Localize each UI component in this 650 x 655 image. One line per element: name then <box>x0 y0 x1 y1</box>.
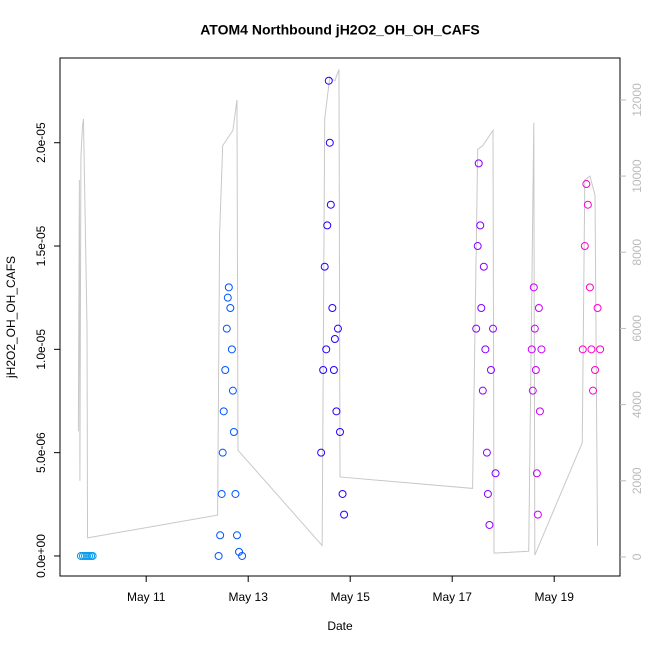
data-point <box>319 365 328 374</box>
data-point <box>483 489 492 498</box>
data-point <box>219 407 228 416</box>
data-point <box>78 551 87 560</box>
data-point <box>486 365 495 374</box>
data-point <box>329 365 338 374</box>
data-point <box>223 293 232 302</box>
y2-tick-label: 10000 <box>630 159 644 193</box>
chart-title: ATOM4 Northbound jH2O2_OH_OH_CAFS <box>200 22 480 38</box>
data-point <box>537 345 546 354</box>
x-tick-label: May 13 <box>229 590 269 604</box>
data-point <box>217 489 226 498</box>
data-point <box>83 551 92 560</box>
y-axis-label: jH2O2_OH_OH_CAFS <box>4 256 18 379</box>
y2-tick-label: 8000 <box>630 239 644 266</box>
data-point <box>477 304 486 313</box>
data-point <box>587 345 596 354</box>
x-tick-label: May 15 <box>331 590 371 604</box>
altitude-line <box>77 69 599 556</box>
data-point <box>482 448 491 457</box>
data-point <box>533 510 542 519</box>
data-point <box>222 324 231 333</box>
data-point <box>532 469 541 478</box>
data-point <box>326 200 335 209</box>
data-point <box>218 448 227 457</box>
data-point <box>591 365 600 374</box>
y2-tick-label: 2000 <box>630 467 644 494</box>
y-tick-label: 2.0e-05 <box>34 122 48 163</box>
data-point <box>489 324 498 333</box>
data-point <box>580 242 589 251</box>
data-point <box>226 304 235 313</box>
data-point <box>530 324 539 333</box>
x-tick-label: May 17 <box>433 590 473 604</box>
y-tick-label: 0.0e+00 <box>34 534 48 578</box>
data-point <box>338 489 347 498</box>
data-point <box>528 386 537 395</box>
data-point <box>340 510 349 519</box>
data-point <box>534 304 543 313</box>
y-tick-label: 1.0e-05 <box>34 329 48 370</box>
data-point <box>325 138 334 147</box>
data-point <box>588 386 597 395</box>
data-point <box>232 531 241 540</box>
x-axis-label: Date <box>327 619 353 633</box>
data-point <box>529 283 538 292</box>
data-point <box>535 407 544 416</box>
x-tick-label: May 19 <box>535 590 575 604</box>
data-point <box>323 221 332 230</box>
y-tick-label: 5.0e-06 <box>34 432 48 473</box>
data-point <box>473 242 482 251</box>
data-point <box>227 345 236 354</box>
data-point <box>527 345 536 354</box>
x-tick-label: May 11 <box>127 590 166 604</box>
data-point <box>582 180 591 189</box>
data-point <box>491 469 500 478</box>
y2-tick-label: 4000 <box>630 391 644 418</box>
data-point <box>478 386 487 395</box>
data-point <box>214 551 223 560</box>
data-point <box>231 489 240 498</box>
data-point <box>585 283 594 292</box>
data-point <box>228 386 237 395</box>
data-point <box>322 345 331 354</box>
data-point <box>336 427 344 436</box>
data-point <box>332 407 341 416</box>
y2-tick-label: 0 <box>630 553 644 560</box>
data-point <box>596 345 605 354</box>
data-point <box>479 262 488 271</box>
data-point <box>476 221 485 230</box>
data-point <box>317 448 326 457</box>
data-point <box>328 304 337 313</box>
data-point <box>238 551 247 560</box>
data-point <box>578 345 587 354</box>
y-tick-label: 1.5e-05 <box>34 225 48 266</box>
data-point <box>593 304 602 313</box>
data-point <box>221 365 230 374</box>
y2-tick-label: 12000 <box>630 83 644 117</box>
data-point <box>320 262 329 271</box>
data-point <box>229 427 238 436</box>
data-point <box>583 200 592 209</box>
data-point <box>216 531 225 540</box>
data-point <box>531 365 540 374</box>
data-point <box>333 324 342 333</box>
y2-tick-label: 6000 <box>630 315 644 342</box>
data-point <box>485 520 494 529</box>
data-point <box>224 283 233 292</box>
data-point <box>330 335 339 344</box>
data-point <box>88 551 97 560</box>
data-point <box>474 159 483 168</box>
data-point <box>76 551 85 560</box>
data-point <box>85 551 94 560</box>
plot-frame <box>59 57 621 577</box>
data-point <box>80 551 89 560</box>
data-point <box>481 345 490 354</box>
data-point <box>324 76 333 85</box>
data-point <box>472 324 481 333</box>
